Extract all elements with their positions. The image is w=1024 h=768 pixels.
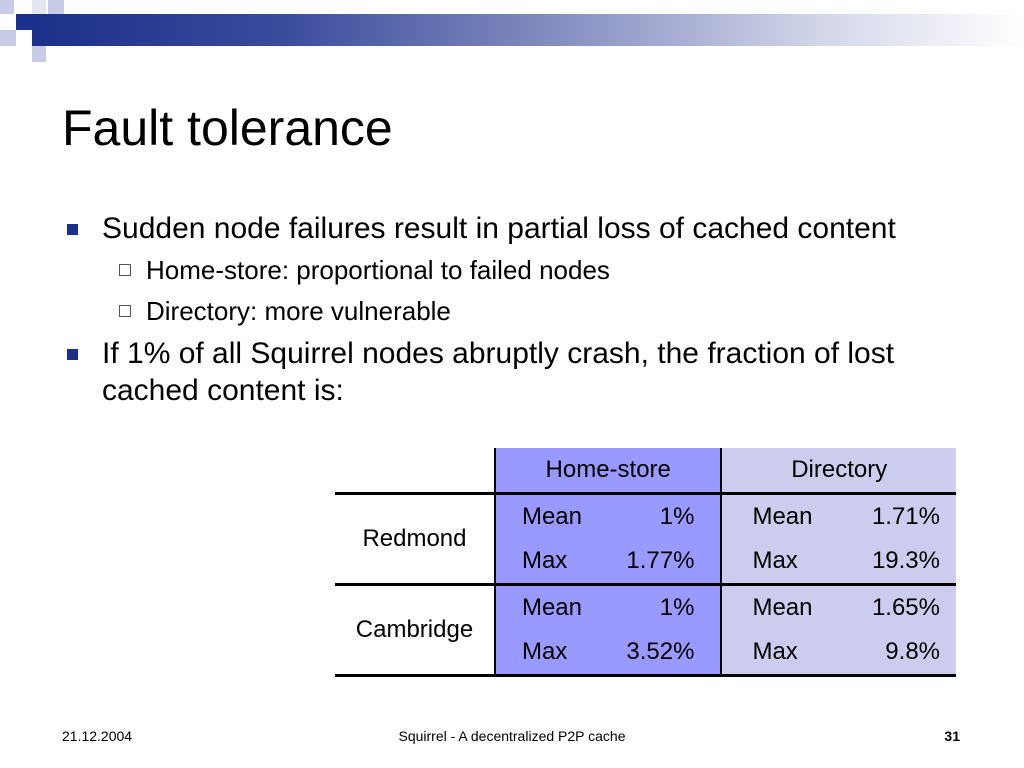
home-store-cell: Mean 1% Max 1.77% xyxy=(494,493,723,586)
location-cell: Redmond xyxy=(335,493,496,586)
stat-label: Mean xyxy=(752,503,813,530)
directory-cell: Mean 1.71% Max 19.3% xyxy=(721,493,956,586)
stat-label: Mean xyxy=(752,594,813,621)
stat-label: Max xyxy=(752,638,798,665)
stat-value: 19.3% xyxy=(871,547,940,574)
stat-line: Max 1.77% xyxy=(496,539,721,583)
header-gradient-bar xyxy=(32,14,1024,46)
sub-bullet-text: Directory: more vulnerable xyxy=(146,296,451,326)
sub-bullet-text: Home-store: proportional to failed nodes xyxy=(146,255,610,285)
slide-number: 31 xyxy=(944,728,960,744)
sub-bullet-item: Home-store: proportional to failed nodes xyxy=(62,253,962,287)
stat-value: 1.65% xyxy=(871,594,940,621)
results-table: Home-store Directory Redmond Mean 1% Max… xyxy=(335,448,956,677)
stat-label: Max xyxy=(521,547,568,574)
stat-line: Mean 1% xyxy=(496,495,721,539)
hollow-square-bullet-icon xyxy=(119,305,131,317)
table-row: Redmond Mean 1% Max 1.77% Mean xyxy=(335,493,956,586)
slide-title: Fault tolerance xyxy=(62,100,393,156)
bullet-text: Sudden node failures result in partial l… xyxy=(102,212,896,245)
table-header-home-store: Home-store xyxy=(493,448,723,495)
footer-date: 21.12.2004 xyxy=(62,728,133,744)
stat-label: Max xyxy=(752,547,798,574)
stat-value: 1.71% xyxy=(871,503,940,530)
stat-value: 1.77% xyxy=(626,547,695,574)
stat-line: Max 19.3% xyxy=(722,539,956,583)
bullet-list: Sudden node failures result in partial l… xyxy=(62,210,962,415)
stat-line: Max 3.52% xyxy=(496,630,721,674)
home-store-cell: Mean 1% Max 3.52% xyxy=(494,584,723,677)
stat-line: Mean 1.71% xyxy=(722,495,956,539)
stat-label: Max xyxy=(521,638,568,665)
stat-label: Mean xyxy=(521,503,582,530)
footer-title: Squirrel - A decentralized P2P cache xyxy=(398,728,626,744)
square-bullet-icon xyxy=(67,224,78,235)
table-header-row: Home-store Directory xyxy=(335,448,956,495)
stat-line: Max 9.8% xyxy=(722,630,956,674)
bullet-text: If 1% of all Squirrel nodes abruptly cra… xyxy=(102,337,895,407)
table-header-blank xyxy=(335,448,495,495)
hollow-square-bullet-icon xyxy=(119,264,131,276)
sub-bullet-item: Directory: more vulnerable xyxy=(62,294,962,328)
stat-value: 1% xyxy=(659,503,695,530)
table-row: Cambridge Mean 1% Max 3.52% Mean xyxy=(335,584,956,677)
stat-value: 3.52% xyxy=(626,638,695,665)
stat-label: Mean xyxy=(521,594,582,621)
stat-line: Mean 1.65% xyxy=(722,586,956,630)
stat-line: Mean 1% xyxy=(496,586,721,630)
bullet-item: Sudden node failures result in partial l… xyxy=(62,210,962,247)
directory-cell: Mean 1.65% Max 9.8% xyxy=(721,584,956,677)
location-cell: Cambridge xyxy=(335,584,496,677)
stat-value: 1% xyxy=(659,594,695,621)
bullet-item: If 1% of all Squirrel nodes abruptly cra… xyxy=(62,335,962,409)
stat-value: 9.8% xyxy=(885,638,940,665)
table-header-directory: Directory xyxy=(721,448,956,495)
square-bullet-icon xyxy=(67,349,78,360)
